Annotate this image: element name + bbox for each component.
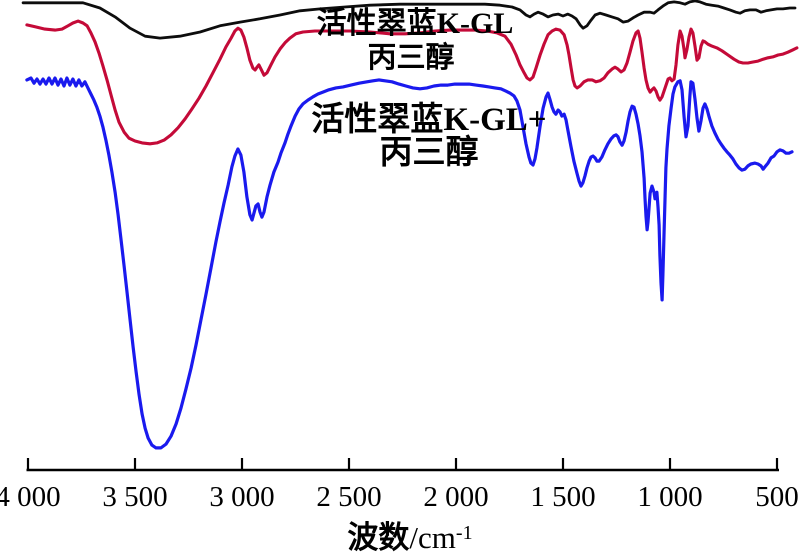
- series-label-kgl-plus-glycerol-line2: 丙三醇: [379, 135, 479, 171]
- x-tick-label-4000: 4 000: [0, 481, 61, 513]
- x-axis-title-superscript: -1: [455, 522, 473, 544]
- x-axis-title: 波数/cm-1: [347, 512, 472, 552]
- spectrum-curve-glycerol: [25, 19, 799, 146]
- x-tick-label-2000: 2 000: [423, 481, 489, 513]
- x-tick-label-3000: 3 000: [209, 481, 275, 513]
- x-tick-label-1000: 1 000: [637, 481, 703, 513]
- x-axis-title-unit: /cm: [409, 520, 456, 552]
- spectrum-curve-kgl-plus-glycerol: [25, 76, 794, 450]
- spectrum-curve-reactive-turquoise-kgl: [21, 0, 797, 40]
- series-label-kgl-plus-glycerol-line1: 活性翠蓝K-GL+: [311, 102, 547, 138]
- x-tick-label-1500: 1 500: [530, 481, 596, 513]
- x-tick-label-3500: 3 500: [102, 481, 168, 513]
- series-label-reactive-turquoise-kgl: 活性翠蓝K-GL: [316, 7, 514, 40]
- x-axis-title-cjk: 波数: [347, 520, 410, 552]
- series-label-kgl-plus-glycerol: 活性翠蓝K-GL+ 丙三醇: [311, 104, 546, 170]
- x-tick-label-500: 500: [755, 481, 799, 513]
- x-tick-label-2500: 2 500: [316, 481, 382, 513]
- series-label-glycerol: 丙三醇: [367, 42, 455, 74]
